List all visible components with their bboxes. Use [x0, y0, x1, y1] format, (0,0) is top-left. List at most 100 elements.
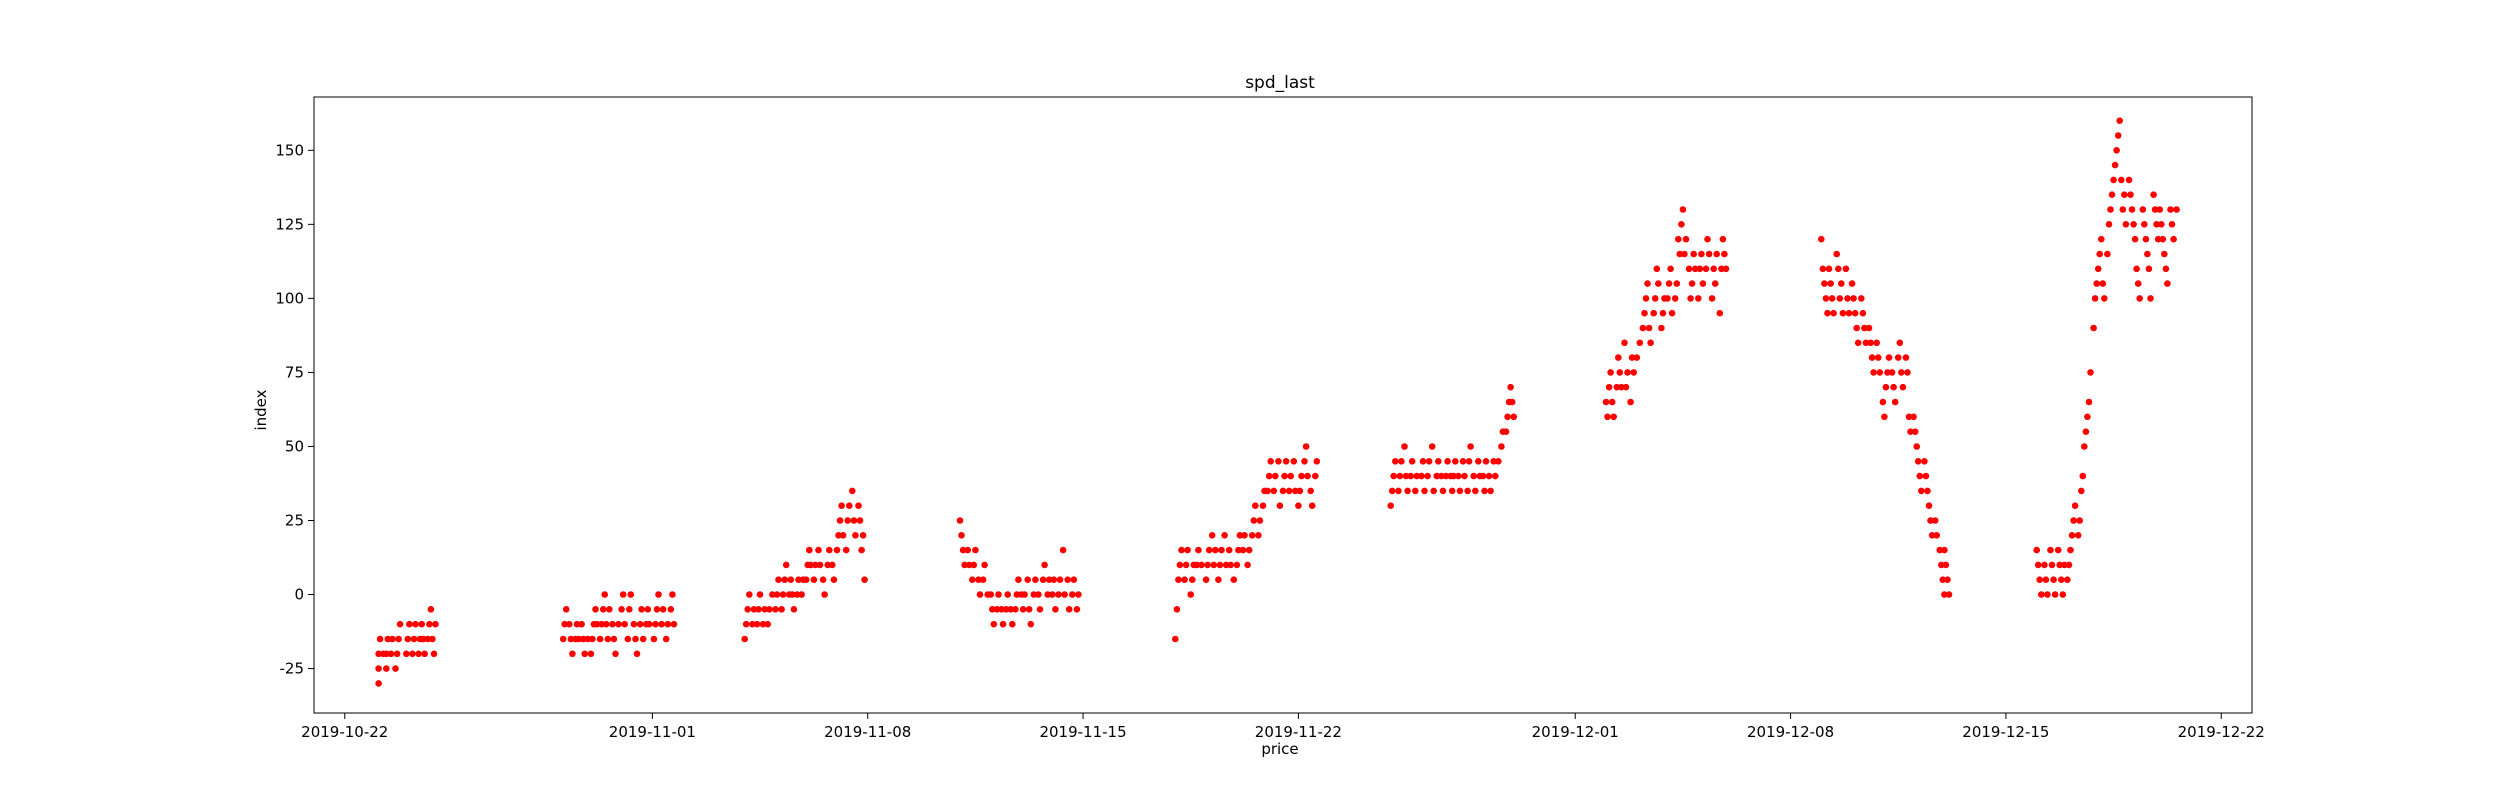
scatter-point [1844, 295, 1851, 302]
scatter-point [1419, 458, 1427, 465]
scatter-point [1642, 295, 1650, 302]
scatter-point [669, 591, 676, 598]
scatter-point [1030, 591, 1038, 598]
scatter-point [1842, 265, 1850, 273]
scatter-point [1172, 635, 1179, 643]
scatter-point [1424, 472, 1431, 480]
scatter-point [2110, 176, 2117, 184]
scatter-point [1835, 265, 1842, 273]
scatter-point [1021, 591, 1028, 598]
scatter-point [2156, 206, 2163, 213]
scatter-point [1636, 339, 1644, 347]
scatter-point [1836, 295, 1844, 302]
scatter-point [1482, 458, 1490, 465]
scatter-point [2094, 265, 2102, 273]
scatter-point [2150, 191, 2157, 198]
scatter-point [1239, 546, 1247, 554]
x-axis-ticks: 2019-10-22 2019-11-01 2019-11-08 2019-11-15… [301, 713, 2265, 741]
scatter-point [1627, 398, 1634, 406]
scatter-point [1921, 458, 1928, 465]
scatter-point [1502, 428, 1510, 436]
scatter-point [2059, 591, 2067, 598]
scatter-point [1650, 309, 1657, 317]
scatter-point [1845, 309, 1853, 317]
scatter-point [1444, 458, 1451, 465]
scatter-point [424, 635, 432, 643]
scatter-point [1304, 472, 1311, 480]
scatter-point [815, 546, 822, 554]
scatter-point [573, 620, 581, 628]
scatter-point [602, 620, 610, 628]
scatter-point [1719, 235, 1727, 243]
scatter-point [1722, 265, 1730, 273]
scatter-point [1675, 235, 1682, 243]
scatter-point [1879, 398, 1887, 406]
scatter-point [1418, 472, 1425, 480]
scatter-point [1624, 369, 1631, 376]
scatter-point [2038, 591, 2045, 598]
scatter-point [567, 635, 575, 643]
y-axis-ticks: -25 0 25 50 75 100 125 150 [275, 141, 314, 678]
scatter-point [1027, 620, 1035, 628]
scatter-point [618, 606, 625, 613]
y-tick-label: 75 [285, 363, 304, 381]
scatter-point [1189, 576, 1196, 583]
scatter-point [1041, 561, 1048, 569]
scatter-point [826, 546, 833, 554]
scatter-point [626, 606, 633, 613]
scatter-point [375, 665, 382, 672]
scatter-point [2164, 280, 2171, 287]
scatter-point [1884, 369, 1891, 376]
scatter-point [1290, 458, 1298, 465]
scatter-point [2173, 206, 2180, 213]
scatter-point [1628, 354, 1636, 361]
scatter-point [1007, 606, 1015, 613]
scatter-point [821, 591, 828, 598]
scatter-point [806, 546, 813, 554]
scatter-point [2147, 295, 2154, 302]
scatter-point [1907, 428, 1914, 436]
scatter-point [658, 620, 665, 628]
scatter-point [1044, 591, 1051, 598]
scatter-point [1607, 369, 1614, 376]
scatter-point [1221, 532, 1228, 539]
scatter-point [376, 635, 384, 643]
scatter-point [1227, 561, 1234, 569]
scatter-point [1479, 472, 1487, 480]
scatter-point [795, 576, 802, 583]
scatter-point [1821, 280, 1828, 287]
scatter-point [2141, 221, 2148, 228]
y-tick-label: 100 [275, 289, 304, 307]
scatter-point [1216, 561, 1224, 569]
scatter-point [1435, 458, 1442, 465]
scatter-point [1827, 280, 1834, 287]
scatter-point [1073, 606, 1081, 613]
scatter-point [2074, 532, 2082, 539]
scatter-point [1056, 576, 1064, 583]
scatter-point [1651, 295, 1659, 302]
scatter-point [1492, 472, 1499, 480]
scatter-point [1204, 561, 1211, 569]
scatter-point [1942, 561, 1950, 569]
scatter-point [779, 591, 787, 598]
scatter-point [855, 502, 862, 510]
scatter-point [2047, 546, 2054, 554]
scatter-point [1452, 458, 1459, 465]
scatter-point [1428, 443, 1436, 450]
scatter-point [858, 546, 865, 554]
scatter-point [2144, 250, 2151, 258]
x-tick-label: 2019-11-15 [1039, 723, 1126, 741]
scatter-point [406, 620, 413, 628]
scatter-point [2116, 117, 2123, 124]
scatter-point [844, 517, 851, 524]
scatter-point [1702, 265, 1710, 273]
scatter-point [1230, 576, 1238, 583]
scatter-point [1933, 532, 1940, 539]
scatter-point [1312, 472, 1319, 480]
scatter-point [830, 576, 838, 583]
scatter-point [1833, 250, 1840, 258]
scatter-point [1644, 280, 1651, 287]
scatter-point [1916, 472, 1924, 480]
scatter-point [839, 532, 847, 539]
scatter-point [596, 635, 604, 643]
